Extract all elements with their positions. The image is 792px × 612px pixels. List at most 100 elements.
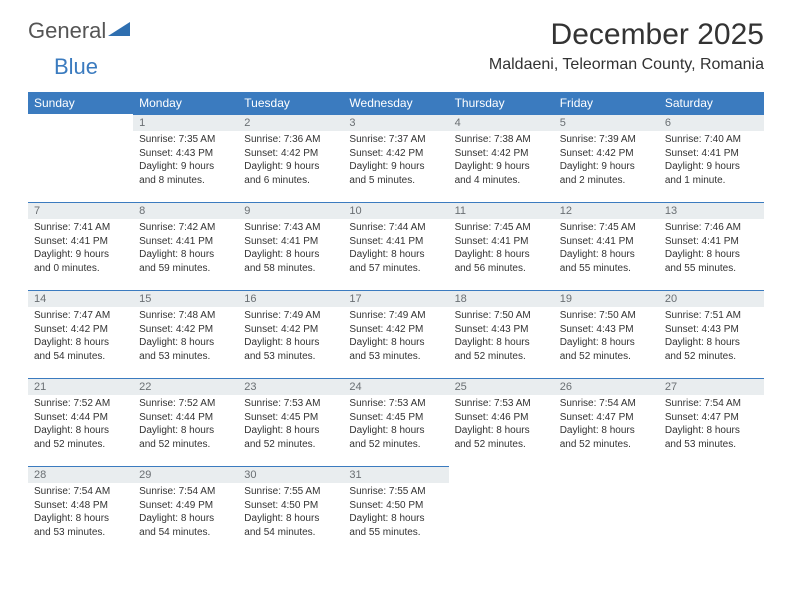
sunset-text: Sunset: 4:48 PM	[34, 499, 127, 513]
day-number: 29	[133, 466, 238, 483]
calendar-table: SundayMondayTuesdayWednesdayThursdayFrid…	[28, 92, 764, 554]
day-details: Sunrise: 7:40 AMSunset: 4:41 PMDaylight:…	[659, 131, 764, 191]
day-details: Sunrise: 7:54 AMSunset: 4:47 PMDaylight:…	[554, 395, 659, 455]
sunset-text: Sunset: 4:43 PM	[139, 147, 232, 161]
daylight-line1: Daylight: 9 hours	[244, 160, 337, 174]
daylight-line1: Daylight: 8 hours	[560, 424, 653, 438]
logo-text-general: General	[28, 18, 106, 44]
daylight-line1: Daylight: 9 hours	[665, 160, 758, 174]
calendar-cell: 1Sunrise: 7:35 AMSunset: 4:43 PMDaylight…	[133, 114, 238, 202]
logo: General	[28, 18, 132, 44]
sunrise-text: Sunrise: 7:43 AM	[244, 221, 337, 235]
sunset-text: Sunset: 4:43 PM	[455, 323, 548, 337]
sunrise-text: Sunrise: 7:53 AM	[455, 397, 548, 411]
day-number: 19	[554, 290, 659, 307]
day-number: 2	[238, 114, 343, 131]
daylight-line1: Daylight: 8 hours	[139, 248, 232, 262]
sunset-text: Sunset: 4:43 PM	[665, 323, 758, 337]
day-details: Sunrise: 7:53 AMSunset: 4:45 PMDaylight:…	[238, 395, 343, 455]
calendar-cell: 12Sunrise: 7:45 AMSunset: 4:41 PMDayligh…	[554, 202, 659, 290]
sunset-text: Sunset: 4:41 PM	[34, 235, 127, 249]
day-number: 30	[238, 466, 343, 483]
day-details: Sunrise: 7:49 AMSunset: 4:42 PMDaylight:…	[238, 307, 343, 367]
day-number: 21	[28, 378, 133, 395]
daylight-line2: and 8 minutes.	[139, 174, 232, 188]
daylight-line1: Daylight: 8 hours	[455, 336, 548, 350]
daylight-line2: and 57 minutes.	[349, 262, 442, 276]
sunrise-text: Sunrise: 7:50 AM	[560, 309, 653, 323]
daylight-line1: Daylight: 9 hours	[455, 160, 548, 174]
daylight-line2: and 56 minutes.	[455, 262, 548, 276]
daylight-line1: Daylight: 8 hours	[139, 336, 232, 350]
daylight-line1: Daylight: 8 hours	[349, 248, 442, 262]
sunrise-text: Sunrise: 7:54 AM	[139, 485, 232, 499]
daylight-line2: and 53 minutes.	[349, 350, 442, 364]
sunrise-text: Sunrise: 7:53 AM	[244, 397, 337, 411]
day-header-row: SundayMondayTuesdayWednesdayThursdayFrid…	[28, 92, 764, 114]
day-number: 20	[659, 290, 764, 307]
daylight-line1: Daylight: 9 hours	[349, 160, 442, 174]
calendar-cell	[28, 114, 133, 202]
day-details: Sunrise: 7:53 AMSunset: 4:45 PMDaylight:…	[343, 395, 448, 455]
day-number: 15	[133, 290, 238, 307]
sunrise-text: Sunrise: 7:50 AM	[455, 309, 548, 323]
day-details: Sunrise: 7:36 AMSunset: 4:42 PMDaylight:…	[238, 131, 343, 191]
calendar-cell: 17Sunrise: 7:49 AMSunset: 4:42 PMDayligh…	[343, 290, 448, 378]
calendar-cell: 18Sunrise: 7:50 AMSunset: 4:43 PMDayligh…	[449, 290, 554, 378]
daylight-line2: and 54 minutes.	[244, 526, 337, 540]
title-block: December 2025 Maldaeni, Teleorman County…	[489, 18, 764, 74]
daylight-line2: and 55 minutes.	[665, 262, 758, 276]
day-details: Sunrise: 7:53 AMSunset: 4:46 PMDaylight:…	[449, 395, 554, 455]
sunset-text: Sunset: 4:41 PM	[560, 235, 653, 249]
calendar-cell: 14Sunrise: 7:47 AMSunset: 4:42 PMDayligh…	[28, 290, 133, 378]
calendar-cell: 19Sunrise: 7:50 AMSunset: 4:43 PMDayligh…	[554, 290, 659, 378]
daylight-line2: and 4 minutes.	[455, 174, 548, 188]
sunrise-text: Sunrise: 7:45 AM	[455, 221, 548, 235]
sunrise-text: Sunrise: 7:54 AM	[665, 397, 758, 411]
day-number: 5	[554, 114, 659, 131]
sunset-text: Sunset: 4:44 PM	[34, 411, 127, 425]
calendar-cell: 29Sunrise: 7:54 AMSunset: 4:49 PMDayligh…	[133, 466, 238, 554]
sunrise-text: Sunrise: 7:35 AM	[139, 133, 232, 147]
day-details: Sunrise: 7:44 AMSunset: 4:41 PMDaylight:…	[343, 219, 448, 279]
sunrise-text: Sunrise: 7:42 AM	[139, 221, 232, 235]
calendar-cell: 8Sunrise: 7:42 AMSunset: 4:41 PMDaylight…	[133, 202, 238, 290]
sunset-text: Sunset: 4:46 PM	[455, 411, 548, 425]
sunrise-text: Sunrise: 7:37 AM	[349, 133, 442, 147]
sunset-text: Sunset: 4:42 PM	[34, 323, 127, 337]
sunrise-text: Sunrise: 7:48 AM	[139, 309, 232, 323]
day-header: Wednesday	[343, 92, 448, 114]
daylight-line2: and 53 minutes.	[139, 350, 232, 364]
calendar-week-row: 1Sunrise: 7:35 AMSunset: 4:43 PMDaylight…	[28, 114, 764, 202]
location-text: Maldaeni, Teleorman County, Romania	[489, 56, 764, 74]
daylight-line2: and 52 minutes.	[139, 438, 232, 452]
calendar-cell: 6Sunrise: 7:40 AMSunset: 4:41 PMDaylight…	[659, 114, 764, 202]
daylight-line1: Daylight: 8 hours	[560, 336, 653, 350]
daylight-line2: and 1 minute.	[665, 174, 758, 188]
sunrise-text: Sunrise: 7:39 AM	[560, 133, 653, 147]
calendar-cell: 15Sunrise: 7:48 AMSunset: 4:42 PMDayligh…	[133, 290, 238, 378]
day-number: 16	[238, 290, 343, 307]
day-number: 7	[28, 202, 133, 219]
daylight-line1: Daylight: 8 hours	[349, 336, 442, 350]
daylight-line1: Daylight: 9 hours	[139, 160, 232, 174]
day-details: Sunrise: 7:43 AMSunset: 4:41 PMDaylight:…	[238, 219, 343, 279]
sunset-text: Sunset: 4:50 PM	[349, 499, 442, 513]
daylight-line1: Daylight: 8 hours	[349, 424, 442, 438]
day-details: Sunrise: 7:54 AMSunset: 4:48 PMDaylight:…	[28, 483, 133, 543]
sunrise-text: Sunrise: 7:51 AM	[665, 309, 758, 323]
sunset-text: Sunset: 4:41 PM	[455, 235, 548, 249]
calendar-cell: 27Sunrise: 7:54 AMSunset: 4:47 PMDayligh…	[659, 378, 764, 466]
month-title: December 2025	[489, 18, 764, 52]
day-number: 13	[659, 202, 764, 219]
daylight-line2: and 59 minutes.	[139, 262, 232, 276]
sunrise-text: Sunrise: 7:44 AM	[349, 221, 442, 235]
sunrise-text: Sunrise: 7:53 AM	[349, 397, 442, 411]
day-details: Sunrise: 7:38 AMSunset: 4:42 PMDaylight:…	[449, 131, 554, 191]
sunset-text: Sunset: 4:42 PM	[349, 323, 442, 337]
calendar-cell: 9Sunrise: 7:43 AMSunset: 4:41 PMDaylight…	[238, 202, 343, 290]
daylight-line1: Daylight: 9 hours	[34, 248, 127, 262]
calendar-cell: 16Sunrise: 7:49 AMSunset: 4:42 PMDayligh…	[238, 290, 343, 378]
daylight-line2: and 58 minutes.	[244, 262, 337, 276]
sunrise-text: Sunrise: 7:46 AM	[665, 221, 758, 235]
